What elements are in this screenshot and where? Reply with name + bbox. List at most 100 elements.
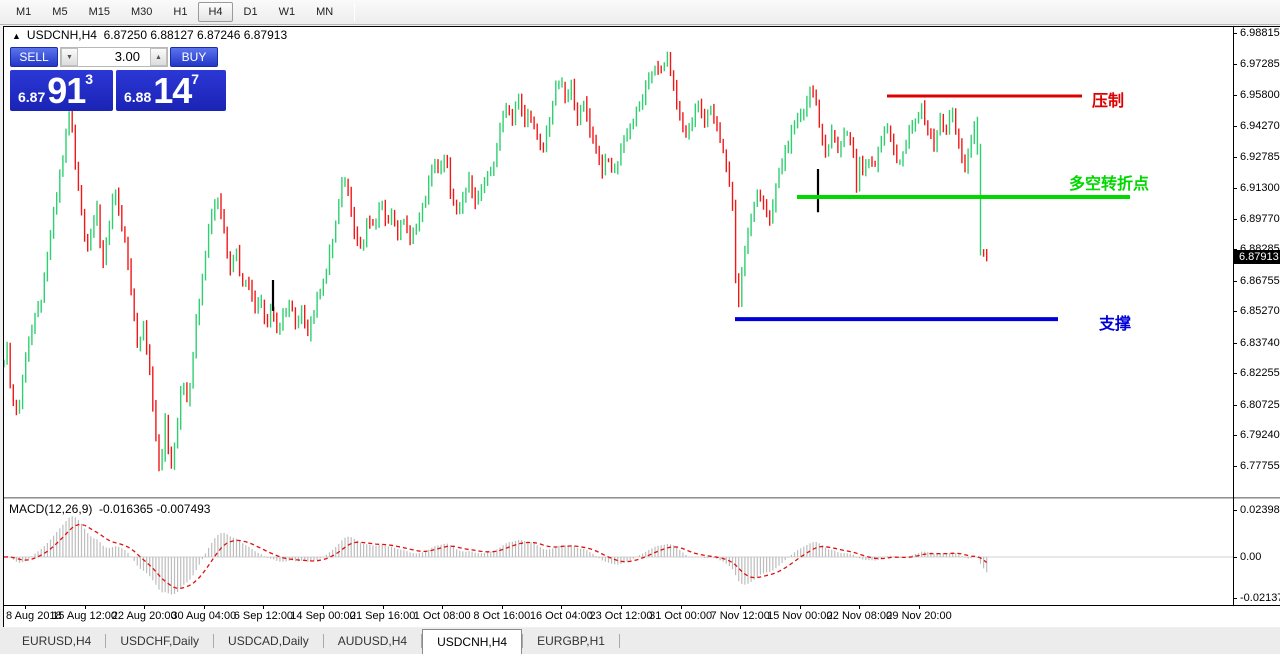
toolbar-separator [354,3,356,21]
price-axis-label: 6.80725 [1240,398,1280,411]
price-axis-tick [1234,435,1237,437]
time-axis-label: 1 Oct 08:00 [413,610,471,622]
macd-title: MACD(12,26,9) -0.016365 -0.007493 [9,502,210,516]
macd-axis-label: -0.02137 [1240,592,1280,605]
timeframe-button-h4[interactable]: H4 [198,2,233,22]
price-axis-label: 6.98815 [1240,27,1280,39]
sell-price-big: 91 [47,70,86,111]
macd-axis-label: 0.00 [1240,551,1262,563]
tab-separator [105,634,107,648]
price-axis-tick [1234,64,1237,66]
price-axis-tick [1234,156,1237,158]
chart-ohlc-title: ▲ USDCNH,H4 6.87250 6.88127 6.87246 6.879… [12,28,287,42]
volume-increase-icon[interactable]: ▲ [150,48,167,66]
price-axis-tick [1234,280,1237,282]
time-axis-label: 29 Nov 20:00 [886,610,952,622]
annotation-pivot[interactable]: 多空转折点 [797,174,1149,199]
sell-button[interactable]: SELL [10,47,58,67]
chart-tab-eurusd[interactable]: EURUSD,H4 [22,634,92,648]
time-axis-label: 15 Nov 00:00 [767,610,833,622]
time-axis-tick [263,606,265,609]
timeframe-button-m1[interactable]: M1 [16,6,32,18]
collapse-panel-icon[interactable]: ▲ [12,31,21,41]
chart-tab-usdcnh[interactable]: USDCNH,H4 [422,629,523,654]
chart-tab-usdcad[interactable]: USDCAD,Daily [228,634,309,648]
buy-button[interactable]: BUY [170,47,218,67]
tab-separator [322,634,324,648]
time-axis-label: 22 Aug 20:00 [111,610,177,622]
pivot-label: 多空转折点 [1069,174,1149,193]
time-axis-tick [323,606,324,609]
price-axis-label: 6.79240 [1240,429,1280,442]
price-axis-tick [1234,218,1237,220]
time-axis-label: 21 Sep 16:00 [349,610,416,622]
chart-tab-usdchf[interactable]: USDCHF,Daily [120,634,200,648]
time-axis-label: 14 Sep 00:00 [290,610,356,622]
time-axis-tick [919,606,920,609]
price-axis-tick [1234,342,1237,344]
time-axis-label: 22 Nov 08:00 [826,610,893,622]
time-axis-label: 23 Oct 12:00 [589,610,653,622]
tab-separator [522,634,524,648]
chart-symbol-period: USDCNH,H4 [26,28,97,42]
timeframe-button-w1[interactable]: W1 [278,6,296,18]
price-axis-tick [1234,465,1237,467]
macd-indicator-chart[interactable] [4,499,1233,605]
tab-separator [421,634,423,648]
time-axis-tick [203,606,205,609]
time-axis[interactable]: 8 Aug 2018 15 Aug 12:00 22 Aug 20:00 30 Aug… [4,605,1280,627]
macd-label: MACD(12,26,9) [9,502,93,516]
buy-price-prefix: 6.88 [124,89,152,105]
support-label: 支撑 [1098,314,1131,333]
price-axis-label: 6.85270 [1240,305,1280,318]
macd-signal-line [4,523,988,590]
volume-input[interactable]: 3.00 [78,48,150,66]
annotation-support[interactable]: 支撑 [735,314,1131,333]
current-price-tag: 6.87913 [1234,250,1280,265]
chart-tab-bar: EURUSD,H4 USDCHF,Daily USDCAD,Daily AUDUSD,… [0,628,1280,654]
timeframe-button-mn[interactable]: MN [316,6,334,18]
indicator-window-separator[interactable] [4,497,1280,499]
time-axis-label: 15 Aug 12:00 [52,610,118,622]
price-axis-label: 6.82255 [1240,367,1280,380]
sell-price-pip: 3 [85,71,94,87]
price-axis-tick [1234,249,1237,251]
chart-tab-audusd[interactable]: AUDUSD,H4 [337,634,408,648]
macd-axis-tick [1234,510,1237,512]
price-axis-label: 6.95800 [1240,88,1280,101]
timeframe-button-m5[interactable]: M5 [52,6,68,18]
price-axis-label: 6.77755 [1240,459,1280,472]
buy-price-big: 14 [153,70,192,111]
time-axis-tick [144,606,146,609]
volume-spinner: ▼ 3.00 ▲ [60,47,168,67]
timeframe-button-h1[interactable]: H1 [173,6,188,18]
up-candles [4,51,982,471]
time-axis-tick [442,606,444,609]
time-axis-tick [84,606,86,609]
timeframe-button-d1[interactable]: D1 [243,6,258,18]
price-axis[interactable]: 6.98815 6.97285 6.95800 6.94270 6.92785 6.913… [1234,27,1280,497]
chart-window[interactable]: 压制 多空转折点 支撑 ▲ USDCNH,H4 6.87250 6.88127 6.8… [3,26,1280,627]
time-axis-tick [621,606,622,609]
sell-price-prefix: 6.87 [18,89,46,105]
one-click-trade-panel: SELL ▼ 3.00 ▲ BUY 6.87 91 3 6.88 14 7 [10,47,226,111]
time-axis-label: 8 Oct 16:00 [473,610,531,622]
price-axis-tick [1234,311,1237,313]
resistance-label: 压制 [1092,92,1124,110]
macd-axis[interactable]: 0.02398 0.00 -0.02137 [1234,499,1280,605]
time-axis-tick [799,606,801,609]
price-axis-tick [1234,126,1237,128]
timeframe-button-m30[interactable]: M30 [130,6,153,18]
black-candles [271,169,820,311]
time-axis-tick [740,606,742,609]
timeframe-button-m15[interactable]: M15 [88,6,110,18]
down-candles [9,52,988,472]
buy-price-pip: 7 [191,71,200,87]
volume-decrease-icon[interactable]: ▼ [61,48,78,66]
chart-tab-eurgbp[interactable]: EURGBP,H1 [537,634,605,648]
price-axis-label: 6.92785 [1240,150,1280,163]
price-axis-label: 6.94270 [1240,120,1280,133]
annotation-resistance[interactable]: 压制 [887,92,1124,110]
macd-histogram [6,516,988,595]
